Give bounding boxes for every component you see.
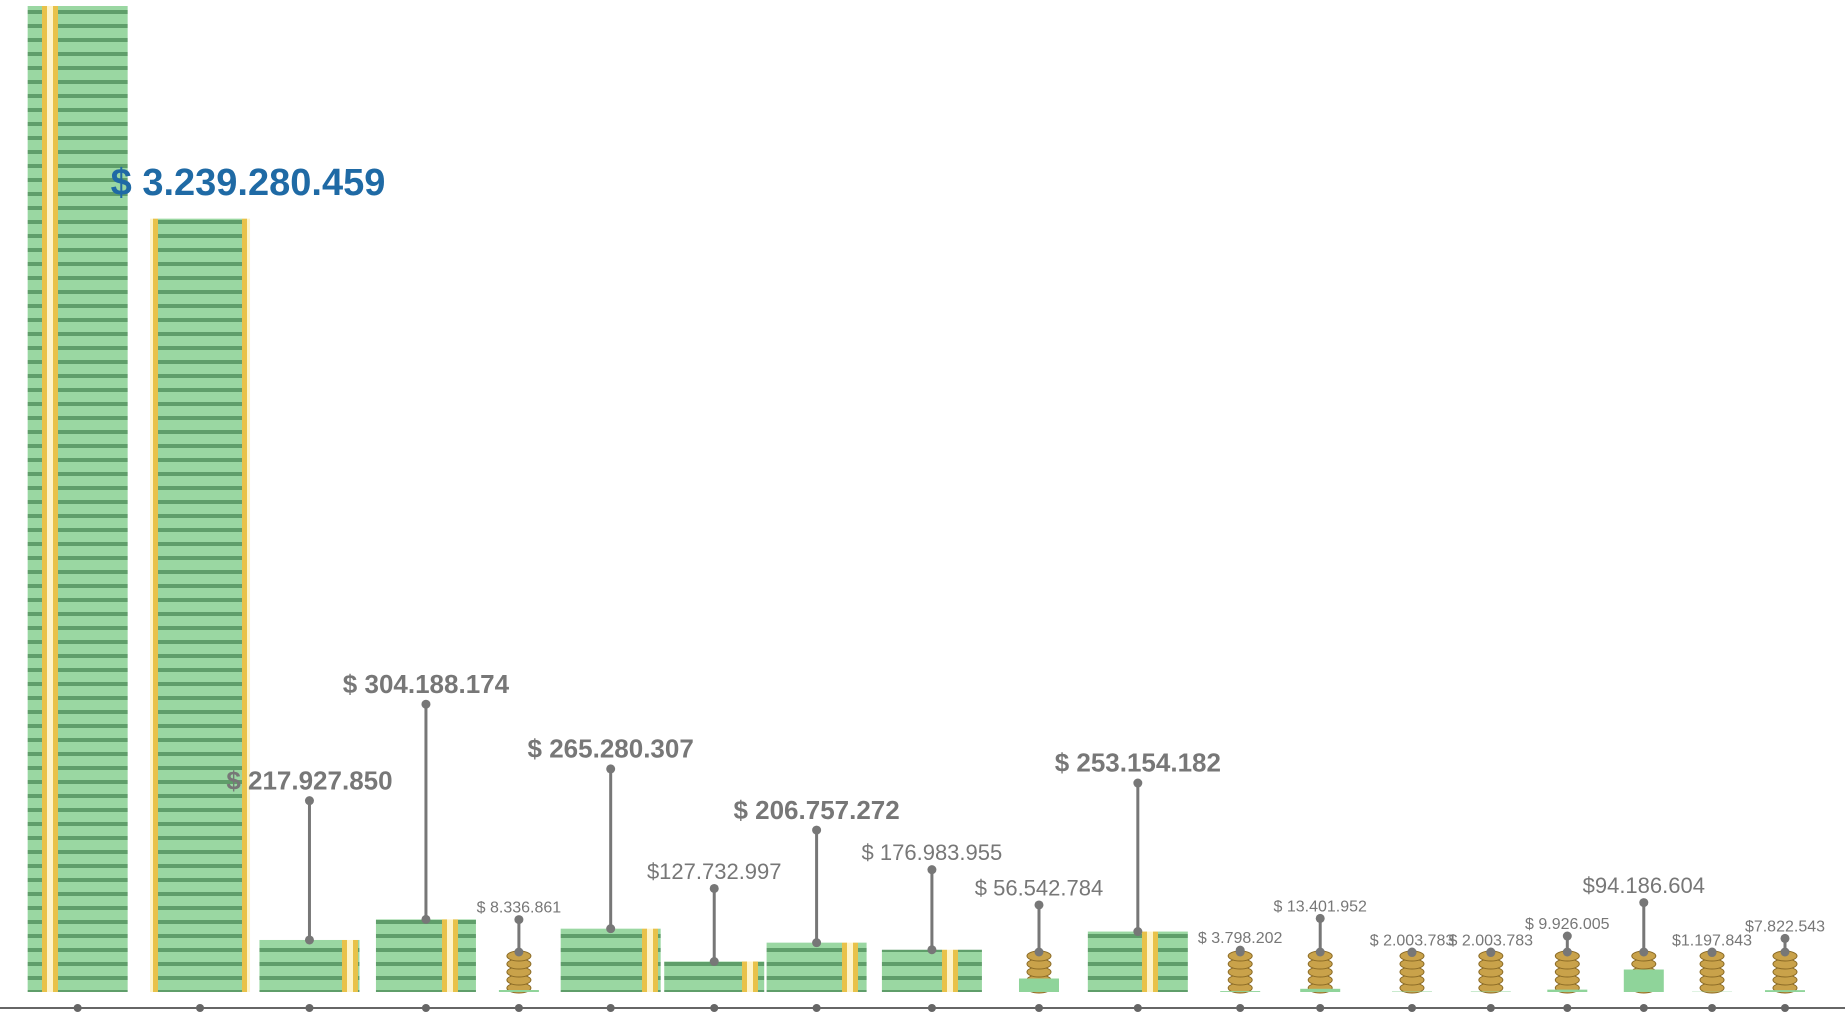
axis-dot [710,1004,719,1012]
axis-dot [1780,1004,1789,1012]
value-label: $ 304.188.174 [343,669,510,699]
axis-dot [1034,1004,1043,1012]
leader-dot [304,796,314,806]
leader-dot [514,947,524,957]
leader-dot [812,938,822,948]
value-label: $ 265.280.307 [528,734,694,764]
leader-dot [1780,947,1790,957]
leader-dot [1235,947,1245,957]
bar [1018,978,1059,992]
bar [498,990,539,992]
value-label: $ 3.798.202 [1198,930,1283,947]
value-label: $94.186.604 [1583,873,1705,898]
bar [560,928,661,992]
axis-dot [73,1004,82,1012]
leader-dot [1639,898,1649,908]
leader-dot [927,945,937,955]
axis-dot [1133,1004,1142,1012]
leader-dot [1707,947,1717,957]
value-label: $ 206.757.272 [733,795,899,825]
axis-dot [927,1004,936,1012]
value-label: $ 217.927.850 [226,765,392,795]
leader-dot [1407,947,1417,957]
leader-dot [1486,947,1496,957]
leader-dot [1639,947,1649,957]
bar [1220,991,1261,992]
leader-dot [1562,947,1572,957]
bar [1764,990,1805,992]
leader-dot [709,883,719,893]
value-label: $ 8.336.861 [477,900,562,917]
leader-dot [709,957,719,967]
value-label: $1.197.843 [1672,933,1752,950]
bar [664,961,765,992]
leader-dot [606,924,616,934]
axis-dot [812,1004,821,1012]
value-label: $ 176.983.955 [862,840,1003,865]
leader-dot [606,764,616,774]
value-label: $ 2.003.783 [1449,933,1534,950]
axis-dot [1486,1004,1495,1012]
bar [1087,931,1188,992]
leader-dot [1034,900,1044,910]
leader-dot [1133,778,1143,788]
axis-dot [305,1004,314,1012]
axis-dot [514,1004,523,1012]
axis-dot [1316,1004,1325,1012]
axis-dot [1639,1004,1648,1012]
leader-dot [514,915,524,925]
leader-dot [927,865,937,875]
bar [881,949,982,992]
leader-dot [1315,913,1325,923]
axis-dot [1407,1004,1416,1012]
bar [27,6,128,992]
value-label: $ 13.401.952 [1273,898,1367,915]
bar [375,919,476,992]
axis-dot [1236,1004,1245,1012]
axis-dot [606,1004,615,1012]
leader-dot [421,699,431,709]
value-label: $ 2.003.783 [1370,933,1455,950]
bar [1547,989,1588,992]
bar [1623,969,1664,992]
value-label: $ 56.542.784 [975,875,1103,900]
value-label: $ 253.154.182 [1055,748,1221,778]
leader-dot [1315,947,1325,957]
leader-dot [421,914,431,924]
axis-dot [196,1004,205,1012]
axis-dot [421,1004,430,1012]
value-label: $7.822.543 [1745,918,1825,935]
axis-dot [1563,1004,1572,1012]
value-label: $127.732.997 [647,859,782,884]
axis-dot [1708,1004,1717,1012]
bar [259,939,360,992]
bar [1300,988,1341,992]
value-label: $ 9.926.005 [1525,916,1610,933]
leader-dot [1780,933,1790,943]
bar [766,942,867,992]
leader-dot [812,825,822,835]
leader-dot [1562,931,1572,941]
leader-dot [304,935,314,945]
bar [150,218,251,993]
leader-dot [1034,947,1044,957]
value-label: $ 3.239.280.459 [111,162,386,204]
leader-dot [1133,927,1143,937]
